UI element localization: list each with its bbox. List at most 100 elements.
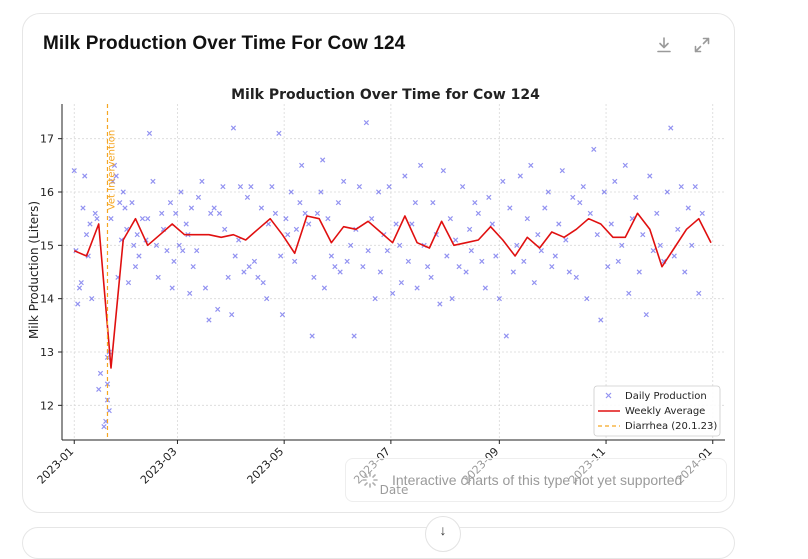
scatter-point (412, 200, 418, 206)
scatter-point (202, 285, 209, 291)
scatter-point (549, 264, 555, 270)
scatter-point (472, 200, 478, 206)
scatter-point (78, 280, 84, 286)
scatter-point (486, 194, 492, 200)
scatter-point (514, 242, 520, 248)
scatter-point (139, 216, 146, 222)
scatter-point (173, 210, 179, 216)
y-tick-label: 15 (40, 239, 54, 252)
scatter-point (510, 269, 516, 275)
scatter-point (153, 242, 160, 248)
scatter-point (622, 162, 628, 168)
scatter-point (187, 290, 193, 296)
scatter-point (220, 184, 226, 190)
scatter-point (699, 210, 705, 216)
scatter-point (309, 333, 315, 339)
y-tick-label: 14 (40, 293, 54, 306)
scatter-point (190, 264, 196, 270)
scatter-point (615, 258, 621, 264)
scatter-point (430, 200, 436, 206)
scatter-point (325, 216, 331, 222)
scatter-point (360, 264, 366, 270)
scatter-point (493, 253, 499, 259)
scatter-point (587, 210, 593, 216)
scatter-point (145, 216, 151, 222)
scatter-point (696, 290, 702, 296)
scatter-point (636, 269, 642, 275)
scatter-point (643, 312, 649, 318)
scatter-point (463, 269, 469, 275)
scatter-point (311, 274, 317, 280)
scatter-point (288, 189, 294, 195)
y-tick-label: 13 (40, 346, 54, 359)
legend-label-daily: Daily Production (625, 391, 707, 402)
scatter-point (299, 162, 305, 168)
scatter-point (278, 253, 284, 259)
scatter-point (647, 173, 653, 179)
scatter-point (452, 237, 459, 243)
scatter-point (101, 424, 107, 430)
scatter-point (598, 317, 604, 323)
scatter-point (601, 189, 607, 195)
scatter-point (306, 221, 312, 227)
scatter-point (328, 253, 335, 259)
scatter-point (244, 194, 251, 200)
scatter-point (612, 178, 618, 184)
scatter-point (417, 162, 424, 168)
scatter-point (92, 210, 98, 216)
scatter-point (264, 296, 270, 302)
scatter-point (489, 221, 495, 227)
expand-button[interactable] (691, 34, 713, 56)
scatter-point (500, 178, 506, 184)
scatter-point (183, 221, 189, 227)
scatter-point (120, 189, 126, 195)
download-button[interactable] (653, 34, 675, 56)
scatter-point (503, 333, 509, 339)
scatter-point (479, 258, 485, 264)
scatter-point (159, 210, 165, 216)
scatter-point (188, 205, 195, 211)
scatter-point (131, 242, 137, 248)
scatter-point (129, 200, 135, 206)
scatter-point (482, 285, 488, 291)
scatter-point (456, 264, 462, 270)
scatter-point (570, 194, 576, 200)
scatter-point (76, 285, 83, 291)
scatter-point (176, 242, 182, 248)
scatter-point (566, 269, 572, 275)
y-axis-label: Milk Production (Liters) (27, 201, 41, 339)
scatter-point (111, 162, 118, 168)
scatter-point (626, 290, 632, 296)
scatter-point (113, 173, 119, 179)
scatter-point (232, 253, 238, 259)
scatter-point (528, 162, 534, 168)
scatter-point (664, 189, 670, 195)
scatter-point (376, 189, 382, 195)
scatter-point (302, 210, 308, 216)
scatter-point (216, 210, 223, 216)
scatter-point (246, 264, 252, 270)
scroll-down-button[interactable]: ↓ (425, 516, 461, 552)
scatter-point (671, 253, 677, 259)
scatter-point (545, 189, 551, 195)
scatter-point (341, 178, 347, 184)
scatter-point (318, 189, 324, 195)
scatter-point (272, 210, 279, 216)
scatter-point (552, 253, 558, 259)
scatter-point (678, 184, 684, 190)
scatter-point (531, 280, 537, 286)
scatter-point (236, 237, 242, 243)
scatter-point (337, 269, 343, 275)
scatter-point (171, 258, 177, 264)
scatter-point (82, 173, 88, 179)
next-card (22, 527, 735, 559)
scatter-point (384, 248, 391, 254)
scatter-point (80, 205, 86, 211)
scatter-point (215, 306, 221, 312)
scatter-point (122, 205, 128, 211)
scatter-point (285, 232, 291, 238)
scatter-point (351, 333, 357, 339)
scatter-point (437, 301, 443, 307)
scatter-point (584, 296, 590, 302)
scatter-point (94, 216, 100, 222)
